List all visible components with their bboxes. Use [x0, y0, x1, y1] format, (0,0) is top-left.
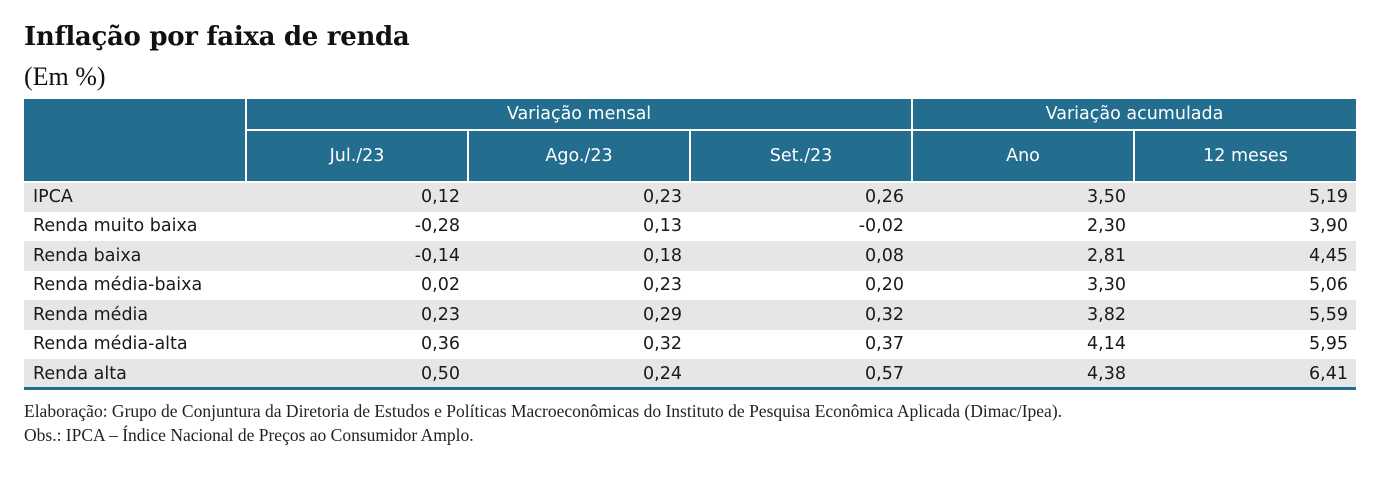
table-cell: 5,95: [1309, 334, 1349, 355]
table-cell: -0,14: [246, 241, 468, 271]
table-cell: 0,23: [643, 275, 682, 296]
table-cell: 5,06: [1309, 275, 1349, 296]
row-label: Renda média-alta: [33, 334, 188, 355]
row-label: Renda baixa: [24, 241, 246, 271]
header-corner: [24, 99, 247, 182]
row-label: Renda alta: [24, 359, 246, 389]
source-note: Elaboração: Grupo de Conjuntura da Diret…: [24, 401, 1063, 421]
column-group-header: Variação acumulada: [912, 99, 1357, 131]
table-cell: 0,13: [643, 216, 682, 237]
table-title: Inflação por faixa de renda: [24, 22, 410, 52]
table-row: Renda média-alta 0,36 0,32 0,37 4,14 5,95: [24, 330, 1356, 360]
table-cell: 0,20: [865, 275, 904, 296]
table-cell: 0,12: [246, 181, 468, 212]
table-cell: 6,41: [1134, 359, 1357, 389]
table-body: IPCA 0,12 0,23 0,26 3,50 5,19 Renda muito baix…: [24, 181, 1357, 389]
table-cell: 0,57: [690, 359, 912, 389]
column-header: Set./23: [690, 130, 913, 182]
row-label: IPCA: [24, 181, 246, 212]
inflation-table: Variação mensal Variação acumulada Jul./…: [24, 99, 1357, 389]
table-cell: 0,02: [421, 275, 460, 296]
table-cell: 4,38: [912, 359, 1134, 389]
table-cell: 0,18: [468, 241, 690, 271]
header-column-row: Jul./23 Ago./23 Set./23 Ano 12 meses: [24, 130, 1357, 182]
table-cell: 3,50: [912, 181, 1134, 212]
table-row: Renda alta 0,50 0,24 0,57 4,38 6,41: [24, 359, 1357, 389]
table-notes: Elaboração: Grupo de Conjuntura da Diret…: [24, 399, 1062, 447]
table-cell: 0,37: [865, 334, 904, 355]
table-cell: 5,59: [1134, 300, 1357, 330]
table-bottom-rule: [24, 387, 1356, 390]
table-row: Renda muito baixa -0,28 0,13 -0,02 2,30 3,90: [24, 212, 1356, 242]
table-cell: 0,24: [468, 359, 690, 389]
header-group-row: Variação mensal Variação acumulada: [24, 99, 1357, 182]
table-cell: 0,23: [246, 300, 468, 330]
column-header: Ano: [912, 130, 1135, 182]
table-cell: 0,29: [468, 300, 690, 330]
table-cell: 2,30: [1087, 216, 1126, 237]
row-label: Renda muito baixa: [33, 216, 198, 237]
obs-note: Obs.: IPCA – Índice Nacional de Preços a…: [24, 425, 474, 445]
table-header: Variação mensal Variação acumulada Jul./…: [24, 99, 1357, 182]
table-cell: 0,50: [246, 359, 468, 389]
table-cell: 0,36: [421, 334, 460, 355]
table-cell: 3,90: [1309, 216, 1349, 237]
table-cell: 0,32: [690, 300, 912, 330]
table-cell: -0,28: [414, 216, 460, 237]
table-cell: 0,08: [690, 241, 912, 271]
table-cell: 2,81: [912, 241, 1134, 271]
table-row: Renda média-baixa 0,02 0,23 0,20 3,30 5,06: [24, 271, 1356, 301]
table-cell: -0,02: [858, 216, 904, 237]
table-cell: 0,26: [690, 181, 912, 212]
column-header: Ago./23: [468, 130, 691, 182]
table-cell: 0,23: [468, 181, 690, 212]
table-cell: 5,19: [1134, 181, 1357, 212]
table-cell: 3,30: [1087, 275, 1126, 296]
row-label: Renda média: [24, 300, 246, 330]
table-cell: 4,45: [1134, 241, 1357, 271]
column-header: 12 meses: [1134, 130, 1357, 182]
table-row: Renda baixa -0,14 0,18 0,08 2,81 4,45: [24, 241, 1357, 271]
row-label: Renda média-baixa: [33, 275, 203, 296]
table-cell: 3,82: [912, 300, 1134, 330]
column-group-header: Variação mensal: [246, 99, 913, 131]
table-subtitle: (Em %): [24, 62, 106, 91]
table-cell: 0,32: [643, 334, 682, 355]
table-row: IPCA 0,12 0,23 0,26 3,50 5,19: [24, 181, 1357, 212]
table-row: Renda média 0,23 0,29 0,32 3,82 5,59: [24, 300, 1357, 330]
column-header: Jul./23: [246, 130, 469, 182]
table-cell: 4,14: [1087, 334, 1126, 355]
